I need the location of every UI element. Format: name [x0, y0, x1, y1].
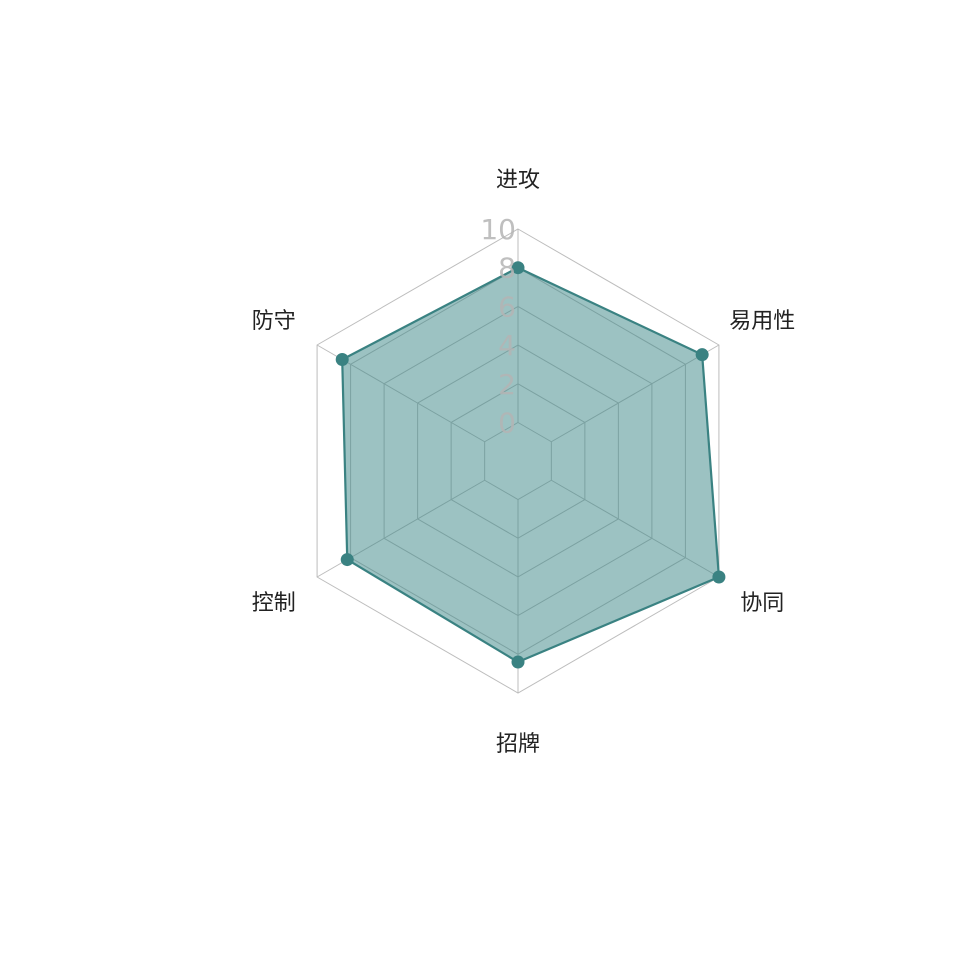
axis-label: 协同	[740, 591, 784, 616]
data-point-协同	[712, 570, 726, 584]
tick-label: 6	[498, 290, 516, 323]
axis-label: 防守	[252, 309, 296, 334]
tick-label: 8	[498, 252, 516, 285]
axis-label: 控制	[252, 591, 296, 616]
tick-label: 0	[498, 407, 516, 440]
series-area	[341, 266, 721, 664]
data-point-控制	[340, 553, 354, 567]
radar-series	[335, 261, 726, 669]
axis-label: 进攻	[496, 168, 540, 193]
radial-tick-labels: 0 2 4 6 8 10	[480, 213, 516, 440]
tick-label: 2	[498, 368, 516, 401]
data-point-防守	[335, 353, 349, 367]
tick-label: 10	[480, 213, 516, 246]
axis-label: 易用性	[729, 309, 795, 334]
data-point-易用性	[695, 348, 709, 362]
data-point-招牌	[511, 655, 525, 669]
axis-label: 招牌	[496, 732, 540, 757]
data-point-进攻	[511, 261, 525, 275]
tick-label: 4	[498, 329, 516, 362]
